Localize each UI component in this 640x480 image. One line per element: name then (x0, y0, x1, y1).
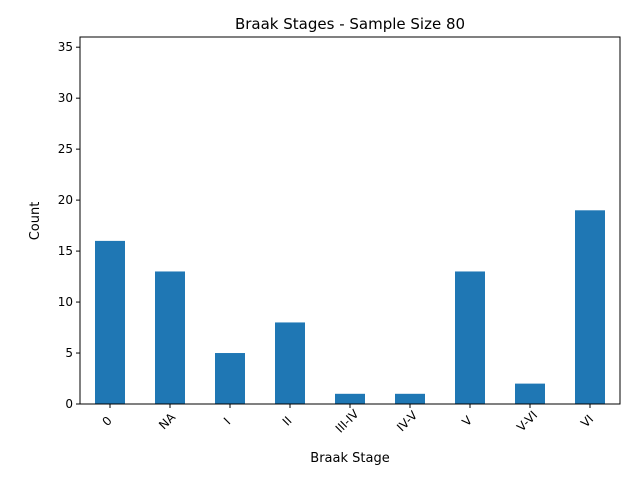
y-tick-label: 30 (58, 91, 73, 105)
x-tick-label: II (280, 414, 295, 429)
x-tick-label: NA (156, 410, 179, 433)
x-tick-label: V (459, 413, 475, 429)
bar-i (215, 353, 245, 404)
y-axis-label: Count (28, 202, 43, 241)
y-tick-label: 10 (58, 295, 73, 309)
bar-iv-v (395, 393, 425, 404)
y-tick-label: 25 (58, 142, 73, 156)
y-tick-label: 0 (65, 397, 73, 411)
y-tick-label: 15 (58, 244, 73, 258)
x-tick-label: 0 (100, 414, 115, 429)
y-tick-label: 5 (65, 346, 73, 360)
bars-group (95, 210, 605, 404)
x-axis: 0 NA I II III-IV IV-V V V-VI VI (100, 404, 596, 436)
bar-v (455, 271, 485, 404)
y-tick-label: 20 (58, 193, 73, 207)
bar-0 (95, 240, 125, 404)
bar-v-vi (515, 383, 545, 404)
bar-iii-iv (335, 393, 365, 404)
x-tick-label: IV-V (394, 408, 421, 435)
y-tick-label: 35 (58, 40, 73, 54)
bar-vi (575, 210, 605, 404)
bar-na (155, 271, 185, 404)
x-tick-label: V-VI (514, 408, 540, 434)
x-tick-label: I (221, 415, 233, 427)
plot-frame (79, 36, 621, 405)
x-tick-label: VI (578, 412, 596, 430)
x-axis-label: Braak Stage (310, 451, 389, 466)
x-tick-label: III-IV (333, 406, 362, 435)
y-axis: 0 5 10 15 20 25 30 35 (58, 40, 80, 411)
chart-title: Braak Stages - Sample Size 80 (235, 15, 465, 33)
bar-ii (275, 322, 305, 404)
